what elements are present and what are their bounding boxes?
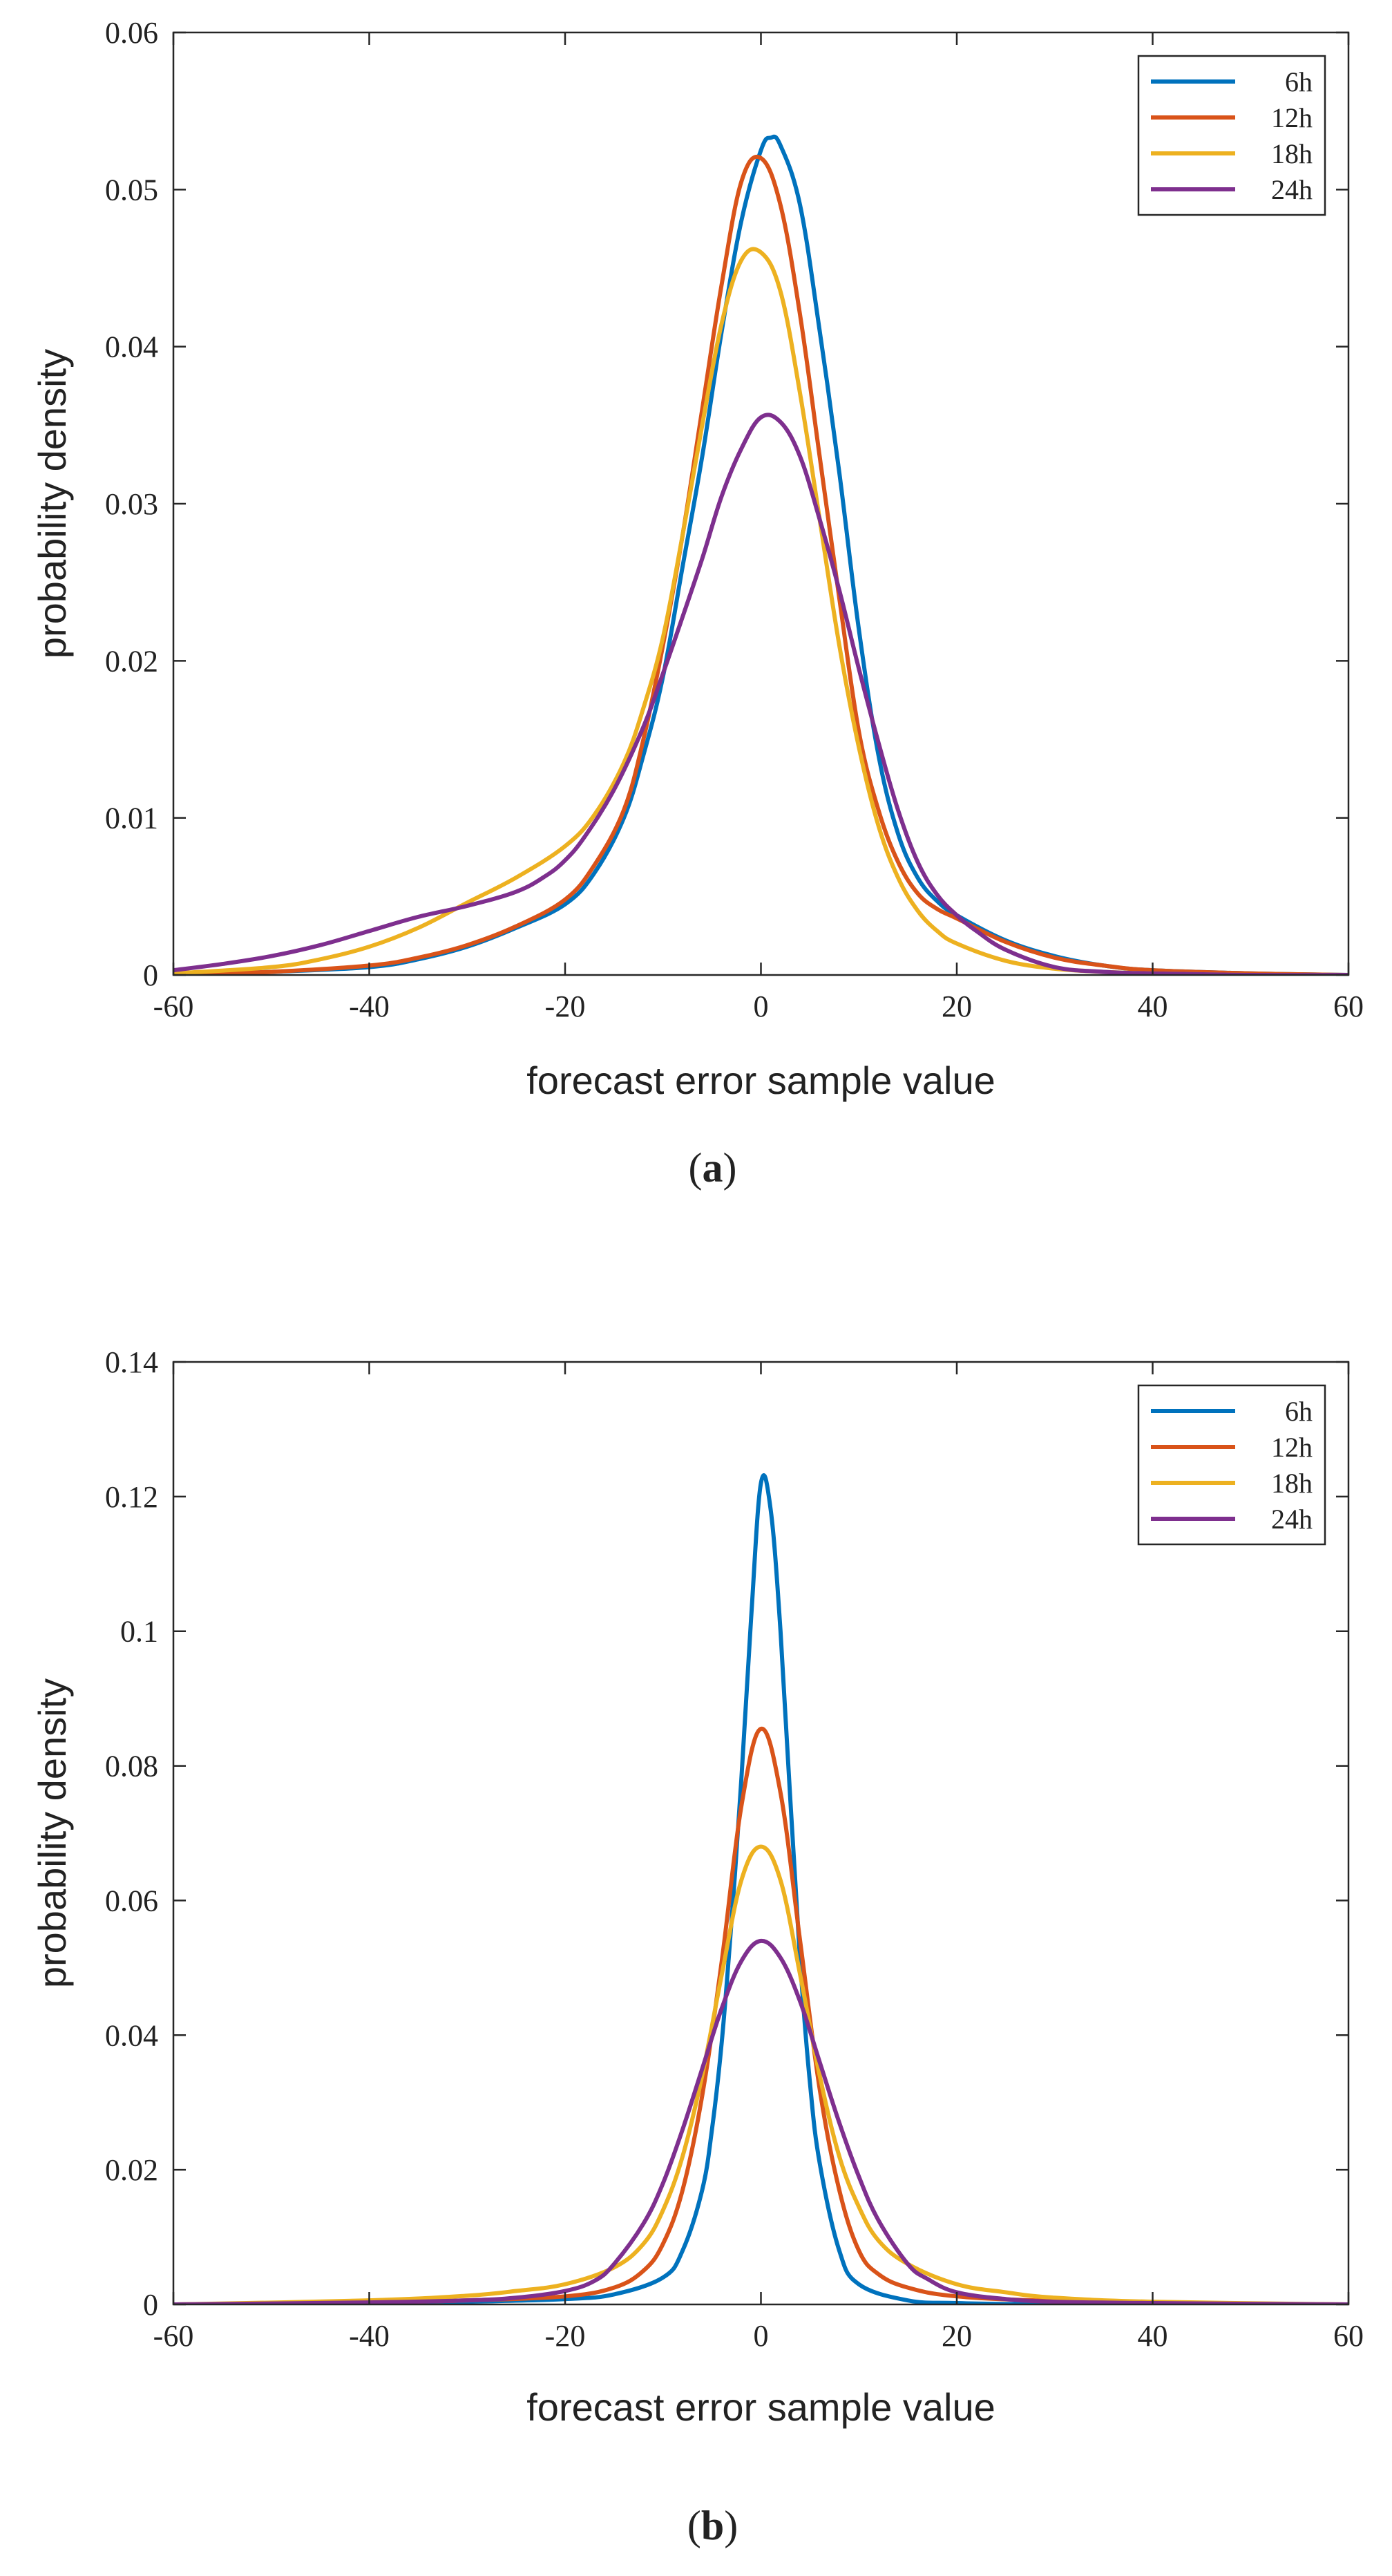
panel-caption: (a) [689, 1145, 737, 1191]
x-tick-label: 60 [1333, 989, 1364, 1023]
legend-label-12h: 12h [1271, 1432, 1313, 1463]
chart-panel-a: -60 -40 -20 0 20 40 60 0 0.01 0.02 0.03 0.04 0.05 0.0… [30, 16, 1364, 1191]
x-tick-label: 20 [942, 2319, 972, 2353]
legend-label-18h: 18h [1271, 1468, 1313, 1499]
y-tick-label: 0.05 [105, 173, 158, 207]
caption-close-paren: ) [724, 2503, 738, 2548]
legend: 6h 12h 18h 24h [1137, 55, 1326, 216]
y-axis-label: probability density [30, 349, 74, 659]
series-line-24h [173, 1938, 1348, 2304]
series-line-18h [173, 247, 1348, 975]
y-tick-label: 0.06 [105, 1884, 158, 1917]
series-line-12h [173, 1726, 1348, 2304]
legend-label-6h: 6h [1285, 66, 1313, 97]
legend-label-24h: 24h [1271, 1504, 1313, 1535]
y-tick-label: 0.1 [120, 1615, 158, 1649]
series-group [173, 134, 1348, 975]
y-tick-label: 0.12 [105, 1480, 158, 1514]
panel-caption: (b) [687, 2503, 738, 2548]
y-tick-label: 0 [143, 958, 158, 992]
series-line-6h [173, 134, 1348, 975]
y-tick-label: 0.04 [105, 2018, 158, 2052]
caption-letter: a [703, 1145, 723, 1191]
x-tick-label: -20 [545, 2319, 586, 2353]
x-tick-label: -60 [153, 989, 194, 1023]
x-axis-label: forecast error sample value [526, 2385, 995, 2429]
x-tick-label: 20 [942, 989, 972, 1023]
series-line-24h [173, 413, 1348, 975]
y-tick-label: 0.02 [105, 644, 158, 678]
y-tick-label: 0.03 [105, 487, 158, 521]
x-tick-label: -20 [545, 989, 586, 1023]
x-axis-label: forecast error sample value [526, 1059, 995, 1102]
y-tick-label: 0.04 [105, 330, 158, 364]
y-tick-label: 0 [143, 2288, 158, 2322]
chart-panel-b: -60 -40 -20 0 20 40 60 0 0.02 0.04 0.06 0.08 0.1 0.12… [30, 1345, 1364, 2548]
y-tick-label: 0.02 [105, 2153, 158, 2187]
x-tick-label: 0 [754, 2319, 769, 2353]
y-tick-label: 0.14 [105, 1345, 158, 1379]
series-line-6h [173, 1473, 1348, 2304]
y-tick-label: 0.08 [105, 1750, 158, 1783]
legend-label-18h: 18h [1271, 138, 1313, 169]
x-tick-label: 40 [1138, 2319, 1168, 2353]
caption-letter: b [701, 2503, 724, 2548]
x-tick-label: 60 [1333, 2319, 1364, 2353]
x-tick-label: 0 [754, 989, 769, 1023]
y-tick-label: 0.01 [105, 802, 158, 835]
legend: 6h 12h 18h 24h [1137, 1384, 1326, 1546]
y-axis-label: probability density [30, 1678, 74, 1988]
legend-label-24h: 24h [1271, 174, 1313, 205]
caption-open-paren: ( [687, 2503, 701, 2548]
series-group [173, 1473, 1348, 2304]
caption-close-paren: ) [723, 1145, 737, 1191]
x-tick-label: 40 [1138, 989, 1168, 1023]
x-tick-label: -40 [349, 989, 390, 1023]
series-line-18h [173, 1844, 1348, 2304]
x-tick-label: -60 [153, 2319, 194, 2353]
legend-label-6h: 6h [1285, 1396, 1313, 1427]
legend-label-12h: 12h [1271, 102, 1313, 133]
series-line-12h [173, 155, 1348, 975]
x-tick-label: -40 [349, 2319, 390, 2353]
caption-open-paren: ( [689, 1145, 703, 1191]
y-tick-label: 0.06 [105, 16, 158, 50]
